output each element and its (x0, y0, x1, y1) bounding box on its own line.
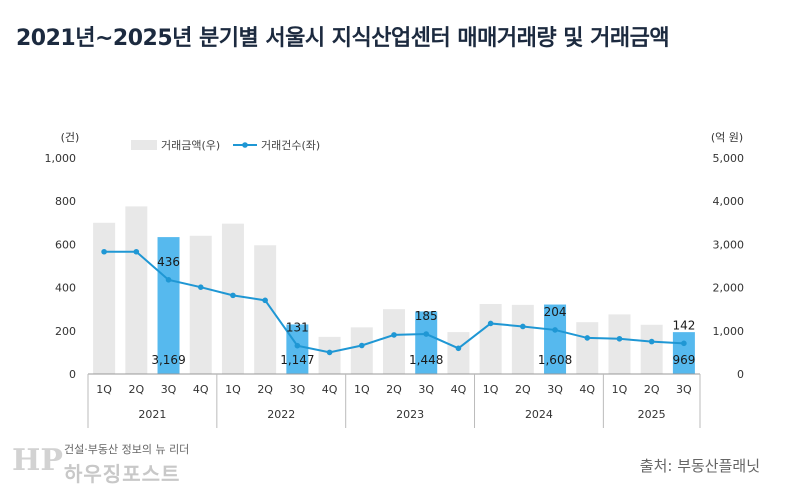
footer-brand: 하우징포스트 (64, 462, 181, 486)
quarter-tick-label: 1Q (225, 383, 241, 396)
right-axis-label: (억 원) (711, 131, 743, 144)
amount-data-label: 3,169 (151, 353, 185, 367)
amount-data-label: 969 (672, 353, 695, 367)
quarter-tick-label: 2Q (515, 383, 531, 396)
bar (318, 336, 341, 374)
count-data-label: 436 (157, 255, 180, 269)
count-point (262, 297, 268, 304)
left-tick-label: 400 (55, 282, 76, 295)
count-data-label: 131 (286, 321, 309, 335)
quarter-tick-label: 3Q (547, 383, 563, 396)
count-point (133, 248, 140, 255)
legend-line-marker (242, 142, 248, 148)
quarter-tick-label: 3Q (676, 383, 692, 396)
year-tick-label: 2023 (396, 408, 424, 421)
count-point (230, 292, 236, 299)
count-point (326, 349, 333, 356)
source-note: 출처: 부동산플래닛 (639, 457, 760, 475)
count-point (358, 342, 365, 349)
quarter-tick-label: 1Q (483, 383, 499, 396)
right-tick-label: 4,000 (713, 195, 745, 208)
amount-data-label: 1,448 (409, 353, 443, 367)
left-tick-label: 1,000 (45, 152, 77, 165)
year-tick-label: 2022 (267, 408, 295, 421)
count-point (584, 335, 591, 341)
bar (447, 332, 470, 374)
left-axis-label: (건) (61, 131, 80, 144)
right-tick-label: 5,000 (713, 152, 745, 165)
bar (221, 223, 244, 374)
left-tick-label: 600 (55, 238, 76, 251)
quarter-tick-label: 1Q (354, 383, 370, 396)
count-point (197, 284, 204, 290)
quarter-tick-label: 4Q (579, 383, 595, 396)
year-tick-label: 2021 (138, 408, 166, 421)
bar-highlight (544, 304, 567, 374)
quarter-tick-label: 4Q (322, 383, 338, 396)
legend-bar-swatch (131, 140, 157, 150)
count-point (101, 248, 107, 255)
amount-data-label: 1,147 (280, 353, 314, 367)
quarter-tick-label: 4Q (451, 383, 467, 396)
left-tick-label: 800 (55, 195, 76, 208)
quarter-tick-label: 1Q (96, 383, 112, 396)
count-point (294, 342, 301, 349)
bar-highlight (157, 237, 180, 374)
bar-highlight (415, 311, 438, 374)
count-data-label: 185 (415, 309, 438, 323)
bar (350, 327, 373, 374)
legend-bar-label: 거래금액(우) (161, 139, 220, 152)
left-tick-label: 200 (55, 325, 76, 338)
quarter-tick-label: 2Q (257, 383, 273, 396)
quarter-tick-label: 3Q (418, 383, 434, 396)
bar (608, 314, 631, 374)
count-point (552, 327, 558, 333)
count-point (455, 345, 462, 352)
bar (479, 304, 502, 374)
count-data-label: 204 (544, 305, 567, 319)
right-tick-label: 0 (737, 368, 744, 381)
count-point (520, 323, 526, 330)
count-point (616, 335, 623, 342)
footer-tagline: 건설·부동산 정보의 뉴 리더 (64, 443, 190, 456)
right-tick-label: 1,000 (713, 325, 745, 338)
right-tick-label: 3,000 (713, 238, 745, 251)
bar (125, 206, 148, 374)
bar (640, 324, 663, 374)
count-point (648, 338, 655, 345)
bar (189, 235, 212, 374)
bar (383, 309, 405, 374)
housing-post-logo: HP (12, 443, 63, 478)
bar (254, 245, 277, 374)
left-tick-label: 0 (69, 368, 76, 381)
count-point (391, 332, 397, 338)
quarter-tick-label: 3Q (161, 383, 177, 396)
count-point (165, 277, 172, 283)
chart-title: 2021년~2025년 분기별 서울시 지식산업센터 매매거래량 및 거래금액 (16, 26, 670, 51)
bar (511, 304, 534, 374)
bar (576, 322, 599, 374)
right-tick-label: 2,000 (713, 282, 745, 295)
quarter-tick-label: 2Q (128, 383, 144, 396)
year-tick-label: 2025 (638, 408, 666, 421)
quarter-tick-label: 2Q (386, 383, 402, 396)
amount-data-label: 1,608 (538, 353, 572, 367)
year-tick-label: 2024 (525, 408, 553, 421)
count-point (681, 340, 687, 347)
legend-line-label: 거래건수(좌) (261, 139, 320, 152)
count-point (487, 320, 494, 327)
quarter-tick-label: 1Q (612, 383, 628, 396)
quarter-tick-label: 3Q (290, 383, 306, 396)
count-data-label: 142 (672, 318, 695, 332)
quarter-tick-label: 4Q (193, 383, 209, 396)
bar (93, 222, 116, 374)
quarter-tick-label: 2Q (644, 383, 660, 396)
count-point (423, 331, 430, 337)
